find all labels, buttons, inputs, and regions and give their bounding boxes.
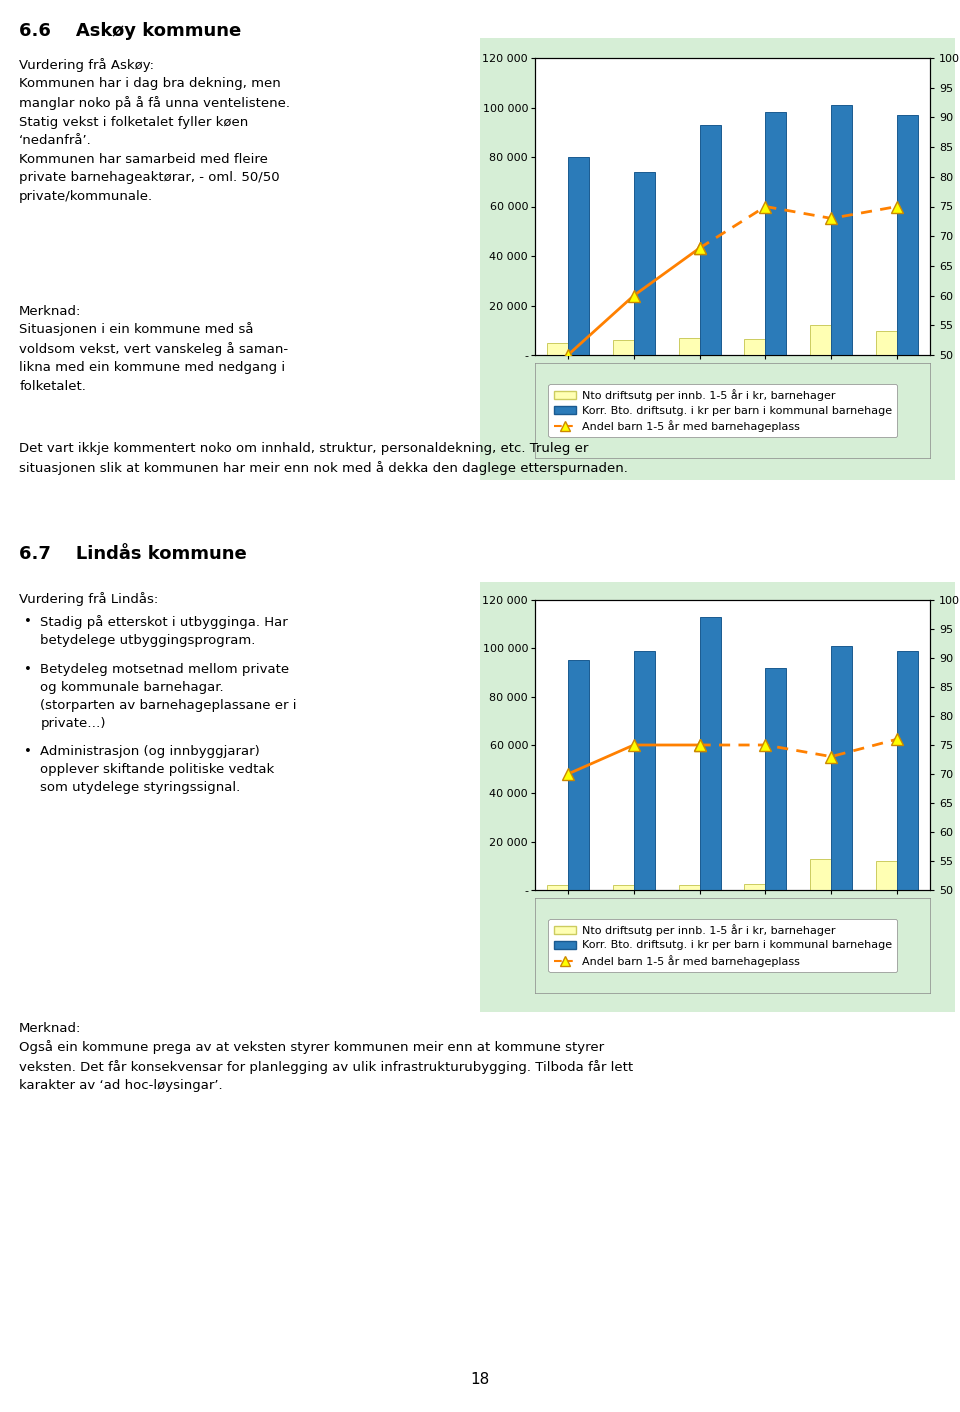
Text: Situasjonen i ein kommune med så
voldsom vekst, vert vanskeleg å saman-
likna me: Situasjonen i ein kommune med så voldsom… — [19, 322, 288, 393]
Bar — [568, 661, 589, 890]
Bar — [810, 325, 831, 354]
Text: Vurdering frå Askøy:
Kommunen har i dag bra dekning, men
manglar noko på å få un: Vurdering frå Askøy: Kommunen har i dag … — [19, 58, 290, 203]
Bar — [634, 172, 655, 354]
Text: Det vart ikkje kommentert noko om innhald, struktur, personaldekning, etc. Trule: Det vart ikkje kommentert noko om innhal… — [19, 442, 628, 474]
Bar — [765, 668, 786, 890]
Bar — [547, 343, 568, 354]
Bar — [744, 339, 765, 354]
Bar — [876, 332, 897, 354]
Bar — [810, 858, 831, 890]
Legend: Nto driftsutg per innb. 1-5 år i kr, barnehager, Korr. Bto. driftsutg. i kr per : Nto driftsutg per innb. 1-5 år i kr, bar… — [548, 384, 898, 438]
Text: Også ein kommune prega av at veksten styrer kommunen meir enn at kommune styrer
: Også ein kommune prega av at veksten sty… — [19, 1041, 634, 1093]
Bar — [765, 113, 786, 354]
Bar — [612, 340, 634, 354]
Bar — [700, 124, 721, 354]
Text: Merknad:: Merknad: — [19, 1022, 82, 1035]
Bar — [744, 884, 765, 890]
Bar — [679, 337, 700, 354]
Text: 6.6    Askøy kommune: 6.6 Askøy kommune — [19, 23, 242, 40]
Bar — [634, 651, 655, 890]
Text: Vurdering frå Lindås:: Vurdering frå Lindås: — [19, 592, 158, 606]
Bar — [876, 861, 897, 890]
Text: •: • — [24, 746, 32, 758]
Bar — [547, 885, 568, 890]
Text: 18: 18 — [470, 1371, 490, 1387]
Text: Stadig på etterskot i utbygginga. Har
betydelege utbyggingsprogram.: Stadig på etterskot i utbygginga. Har be… — [40, 616, 288, 647]
Legend: Nto driftsutg per innb. 1-5 år i kr, barnehager, Korr. Bto. driftsutg. i kr per : Nto driftsutg per innb. 1-5 år i kr, bar… — [548, 919, 898, 973]
Text: Administrasjon (og innbyggjarar)
opplever skiftande politiske vedtak
som utydele: Administrasjon (og innbyggjarar) oppleve… — [40, 746, 275, 794]
Text: Merknad:: Merknad: — [19, 305, 82, 318]
Bar — [612, 885, 634, 890]
Text: •: • — [24, 616, 32, 628]
Text: Betydeleg motsetnad mellom private
og kommunale barnehagar.
(storparten av barne: Betydeleg motsetnad mellom private og ko… — [40, 664, 297, 730]
Text: 6.7    Lindås kommune: 6.7 Lindås kommune — [19, 545, 247, 563]
Bar — [897, 651, 918, 890]
Bar — [897, 114, 918, 354]
Text: •: • — [24, 664, 32, 676]
Bar — [679, 885, 700, 890]
Bar — [831, 645, 852, 890]
Bar — [700, 617, 721, 890]
Bar — [831, 104, 852, 354]
Bar — [568, 157, 589, 354]
